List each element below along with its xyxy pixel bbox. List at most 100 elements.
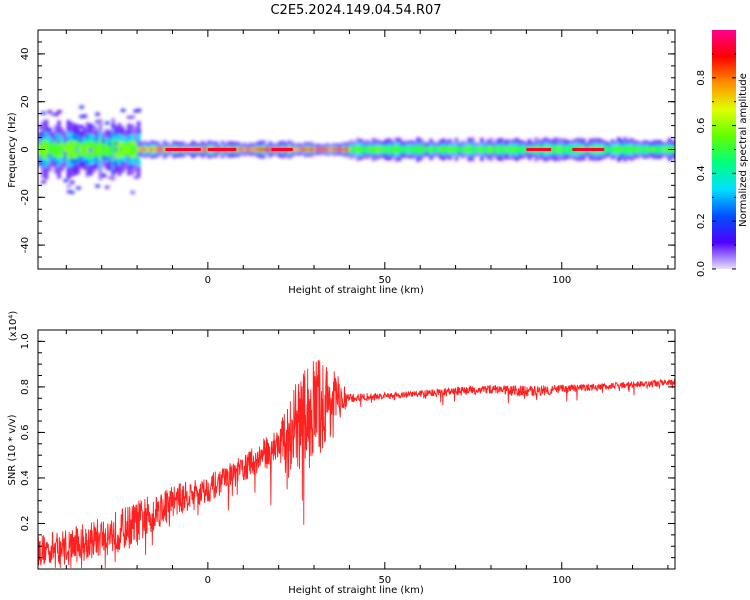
heatmap-cell: [53, 138, 59, 142]
x-tick-label: 100: [552, 575, 571, 586]
heatmap-cell: [419, 147, 424, 152]
heatmap-cell: [104, 146, 109, 153]
heatmap-cell: [476, 147, 481, 152]
heatmap-cell: [69, 145, 74, 154]
heatmap-cell: [322, 147, 327, 152]
heatmap-cell: [422, 147, 427, 152]
heatmap-cell: [432, 147, 437, 152]
heatmap-cell: [120, 161, 126, 165]
heatmap-cell: [566, 147, 570, 152]
heatmap-cell: [502, 147, 507, 152]
heatmap-cell: [297, 147, 301, 152]
heatmap-cell: [137, 147, 141, 152]
heatmap-cell: [626, 147, 631, 152]
heatmap-cell: [613, 147, 618, 152]
heatmap-cell: [114, 148, 119, 152]
heatmap-cell: [108, 176, 113, 180]
heatmap-cell: [328, 147, 333, 152]
heatmap-cell: [38, 162, 43, 166]
heatmap-cell: [200, 147, 205, 152]
heatmap-cell: [69, 190, 75, 194]
heatmap-cell: [57, 110, 62, 114]
heatmap-cell: [425, 147, 430, 152]
heatmap-cell: [76, 148, 81, 152]
heatmap-cell: [38, 126, 43, 130]
heatmap-cell: [486, 147, 491, 152]
heatmap-cell: [44, 145, 49, 154]
heatmap-cell: [101, 146, 106, 153]
heatmap-cell: [652, 147, 656, 152]
heatmap-cell: [515, 147, 519, 152]
heatmap-cell: [664, 147, 669, 152]
heatmap-cell: [400, 147, 405, 152]
heatmap-cell: [303, 147, 308, 152]
heatmap-cell: [438, 147, 443, 152]
heatmap-cell: [268, 147, 273, 152]
heatmap-peak: [572, 148, 605, 151]
heatmap-cell: [92, 146, 96, 153]
heatmap-cell: [489, 147, 494, 152]
spectrogram-heatmap: [38, 105, 675, 194]
heatmap-cell: [403, 147, 408, 152]
heatmap-cell: [69, 158, 75, 162]
heatmap-peak: [271, 148, 293, 151]
heatmap-cell: [521, 147, 526, 152]
heatmap-cell: [467, 147, 472, 152]
heatmap-cell: [104, 121, 110, 125]
heatmap-cell: [362, 147, 366, 152]
y-tick-label: 1.0: [20, 333, 31, 349]
heatmap-cell: [569, 147, 573, 152]
heatmap-cell: [306, 147, 311, 152]
heatmap-peak: [165, 148, 201, 151]
heatmap-cell: [252, 147, 257, 152]
heatmap-cell: [642, 147, 647, 152]
heatmap-cell: [636, 147, 640, 152]
heatmap-cell: [316, 147, 320, 152]
heatmap-cell: [95, 112, 100, 116]
heatmap-cell: [120, 130, 126, 134]
heatmap-cell: [47, 110, 53, 114]
heatmap-cell: [258, 147, 263, 152]
heatmap-cell: [492, 147, 497, 152]
heatmap-cell: [604, 147, 608, 152]
heatmap-cell: [460, 147, 465, 152]
heatmap-cell: [239, 147, 244, 152]
y-tick-label: -20: [20, 189, 31, 205]
heatmap-cell: [63, 136, 69, 140]
heatmap-cell: [53, 145, 58, 154]
heatmap-cell: [648, 147, 653, 152]
y-tick-label: 20: [20, 95, 31, 108]
heatmap-cell: [82, 127, 88, 131]
heatmap-cell: [130, 164, 135, 168]
heatmap-cell: [483, 147, 487, 152]
y-tick-label: 0.6: [20, 424, 31, 440]
heatmap-cell: [397, 147, 401, 152]
heatmap-cell: [550, 147, 554, 152]
heatmap-cell: [355, 147, 360, 152]
heatmap-cell: [76, 130, 81, 134]
heatmap-cell: [341, 147, 346, 152]
heatmap-cell: [108, 143, 113, 147]
heatmap-cell: [143, 147, 148, 152]
snr-line-layer: [38, 360, 675, 568]
heatmap-cell: [429, 147, 433, 152]
heatmap-cell: [41, 180, 46, 184]
heatmap-cell: [130, 190, 135, 194]
heatmap-cell: [300, 147, 305, 152]
heatmap-cell: [639, 147, 644, 152]
heatmap-cell: [63, 146, 68, 153]
heatmap-cell: [645, 147, 650, 152]
heatmap-cell: [41, 132, 46, 136]
heatmap-cell: [111, 155, 116, 159]
heatmap-cell: [249, 147, 254, 152]
y-tick-label: 0.4: [20, 470, 31, 486]
heatmap-cell: [378, 147, 382, 152]
heatmap-cell: [82, 160, 88, 164]
heatmap-cell: [47, 154, 53, 158]
spectrogram-panel: 0 50 100 -40 -20 0 20 40 Height of straight lin…: [7, 29, 676, 296]
heatmap-cell: [123, 146, 128, 153]
heatmap-cell: [130, 115, 135, 119]
heatmap-cell: [413, 147, 417, 152]
heatmap-cell: [406, 147, 411, 152]
heatmap-cell: [265, 147, 269, 152]
